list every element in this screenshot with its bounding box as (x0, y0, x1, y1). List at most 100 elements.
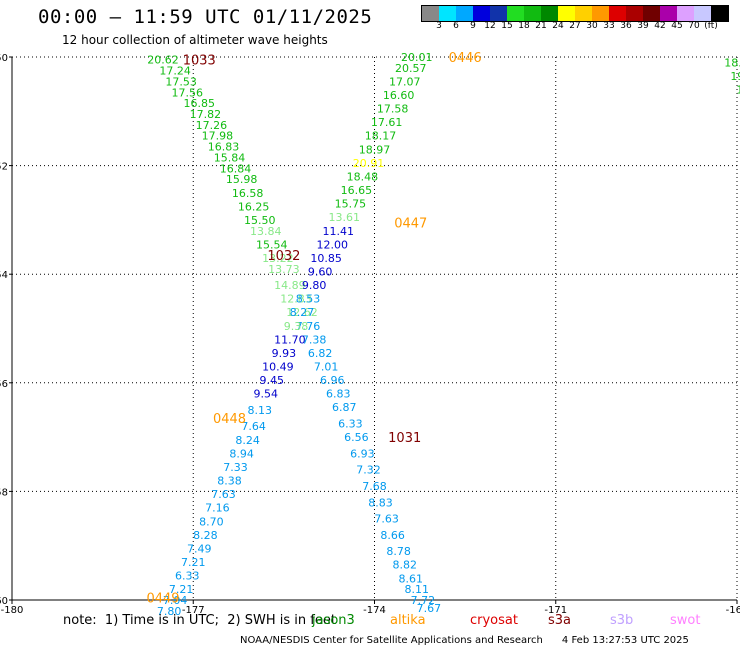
swh-data-label: 16.60 (383, 89, 415, 102)
swh-data-label: 6.33 (175, 570, 200, 583)
swh-data-label: 7.01 (314, 361, 339, 374)
page-title: 00:00 – 11:59 UTC 01/11/2025 (38, 6, 373, 28)
swh-data-label: 8.28 (193, 529, 218, 542)
swh-data-label: 7.33 (223, 461, 248, 474)
colorbar-tick-label: 27 (569, 21, 581, 31)
swh-data-label: 15.98 (226, 173, 258, 186)
legend-entry-swot: swot (670, 613, 701, 628)
swh-data-label: 16.58 (232, 187, 264, 200)
pass-time-label: 1033 (183, 54, 216, 69)
swh-data-label: 12.83 (280, 293, 312, 306)
swh-data-label: 10.85 (310, 252, 342, 265)
swh-data-label: 7.21 (181, 556, 206, 569)
colorbar-tick-label: 33 (603, 21, 615, 31)
swh-data-label: 13.22 (262, 252, 294, 265)
swh-data-label: 13.84 (250, 225, 282, 238)
swh-data-label: 8.70 (199, 515, 224, 528)
colorbar-tick-label: 45 (671, 21, 683, 31)
swh-data-label: 19.04 (730, 70, 740, 83)
swh-data-label: 8.82 (392, 559, 417, 572)
swh-data-label: 6.33 (338, 418, 363, 431)
pass-time-label: 0447 (394, 217, 427, 232)
colorbar-swatch (643, 6, 660, 21)
swh-data-label: 8.83 (368, 496, 393, 509)
x-tick-label: -168 (726, 605, 740, 616)
swh-data-label: 11.41 (323, 225, 355, 238)
swh-data-label: 17.24 (159, 65, 191, 78)
colorbar-swatch (592, 6, 609, 21)
footnote: note: 1) Time is in UTC; 2) SWH is in fe… (63, 613, 336, 628)
swh-data-label: 18.48 (347, 170, 379, 183)
y-tick-label: -50 (0, 53, 8, 64)
swh-data-label: 7.04 (163, 594, 188, 607)
legend-entry-altika: altika (390, 613, 426, 628)
x-tick-label: -180 (1, 605, 24, 616)
swh-data-label: 13.61 (329, 211, 361, 224)
x-tick-label: -177 (182, 605, 205, 616)
swh-data-label: 12.62 (286, 306, 318, 319)
swh-data-label: 11.70 (274, 333, 306, 346)
swh-data-label: 16.85 (184, 97, 216, 110)
swh-data-label: 15.75 (335, 198, 367, 211)
swh-data-label: 8.27 (290, 306, 315, 319)
swh-data-label: 8.61 (399, 572, 424, 585)
swh-data-label: 14.89 (274, 279, 306, 292)
swh-data-label: 6.82 (308, 347, 333, 360)
swh-data-label: 7.63 (374, 513, 399, 526)
colorbar-tick-label: 24 (552, 21, 564, 31)
swh-data-label: 8.66 (380, 529, 405, 542)
swh-data-label: 7.38 (302, 333, 327, 346)
colorbar-tick-label: 9 (470, 21, 476, 31)
swh-data-label: 6.83 (326, 388, 351, 401)
swh-data-label: 7.32 (356, 464, 381, 477)
colorbar-tick-label: 18 (518, 21, 530, 31)
swh-data-label: 8.24 (235, 434, 260, 447)
swh-data-label: 17.58 (377, 103, 409, 116)
colorbar-swatch (507, 6, 524, 21)
pass-time-label: 0446 (449, 51, 482, 66)
swh-data-label: 18.97 (359, 143, 391, 156)
swh-data-label: 7.68 (362, 480, 387, 493)
swh-data-label: 12.00 (316, 238, 348, 251)
colorbar-tick-label: (ft) (704, 21, 718, 31)
swh-data-label: 6.93 (350, 447, 375, 460)
colorbar-tick-label: 21 (535, 21, 547, 31)
colorbar-swatch (524, 6, 541, 21)
swh-data-label: 13.73 (268, 263, 300, 276)
swh-data-label: 8.94 (229, 447, 254, 460)
swh-data-label: 17.61 (371, 116, 403, 129)
swh-data-label: 20.91 (353, 157, 385, 170)
colorbar-tick-label: 6 (453, 21, 459, 31)
credit-footer: NOAA/NESDIS Center for Satellite Applica… (240, 635, 689, 646)
colorbar-swatch (439, 6, 456, 21)
swh-data-label: 15.50 (244, 214, 276, 227)
swh-data-label: 9.80 (302, 279, 327, 292)
swh-data-label: 6.87 (332, 401, 357, 414)
colorbar-swatch (677, 6, 694, 21)
swh-data-label: 8.11 (405, 583, 430, 596)
y-tick-label: -56 (0, 379, 8, 390)
swh-data-label: 18.17 (365, 130, 397, 143)
swh-data-label: 7.16 (205, 502, 230, 515)
swh-data-label: 15.54 (256, 238, 288, 251)
swh-data-label: 7.76 (296, 320, 321, 333)
colorbar-tick-label: 15 (501, 21, 513, 31)
page-subtitle: 12 hour collection of altimeter wave hei… (62, 33, 328, 47)
y-tick-label: -54 (0, 270, 8, 281)
colorbar-swatch (609, 6, 626, 21)
legend-entry-cryosat: cryosat (470, 613, 518, 628)
swh-data-label: 20.57 (395, 62, 427, 75)
colorbar-tick-label: 39 (637, 21, 649, 31)
colorbar-swatch (473, 6, 490, 21)
swh-data-label: 17.26 (196, 119, 228, 132)
swh-data-label: 9.45 (260, 374, 285, 387)
swh-data-label: 7.80 (157, 605, 182, 618)
swh-data-label: 16.83 (208, 141, 240, 154)
swh-data-label: 8.78 (386, 545, 411, 558)
swh-data-label: 16.25 (238, 200, 270, 213)
pass-time-label: 1032 (267, 249, 300, 264)
colorbar-swatch (711, 6, 728, 21)
colorbar-swatch (490, 6, 507, 21)
